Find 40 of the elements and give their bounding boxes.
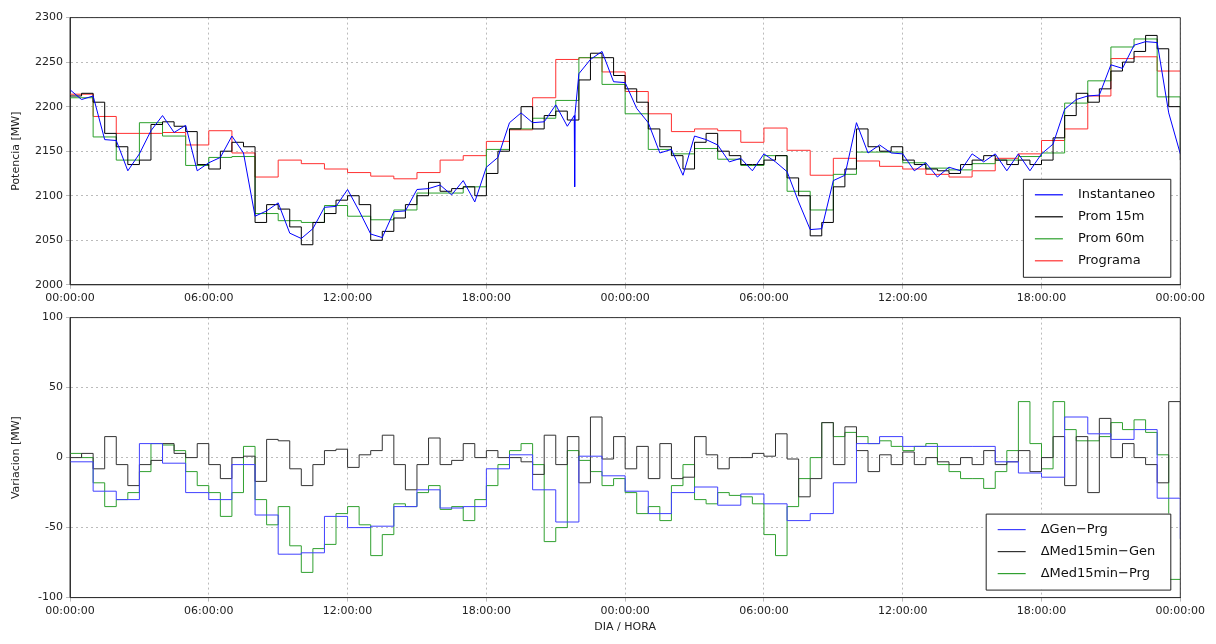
legend-label: ΔMed15min−Prg xyxy=(1040,564,1150,580)
y-tick-label: 2100 xyxy=(35,188,63,202)
y-tick-label: 2150 xyxy=(35,144,63,158)
x-tick-label: 12:00:00 xyxy=(322,604,373,618)
legend-label: Prom 60m xyxy=(1077,230,1145,246)
legend-label: Instantaneo xyxy=(1077,186,1156,202)
x-tick-label: 06:00:00 xyxy=(184,291,234,305)
x-tick-label: 00:00:00 xyxy=(600,604,650,618)
x-tick-label: 00:00:00 xyxy=(600,291,650,305)
x-tick-label: 12:00:00 xyxy=(878,604,928,618)
y-tick-label: -100 xyxy=(38,590,63,604)
x-tick-label: 00:00:00 xyxy=(45,604,95,618)
x-tick-label: 18:00:00 xyxy=(1016,604,1067,618)
x-tick-label: 06:00:00 xyxy=(739,604,789,618)
legend-label: ΔMed15min−Gen xyxy=(1040,542,1156,558)
legend-label: Programa xyxy=(1077,252,1141,268)
x-tick-label: 00:00:00 xyxy=(1155,291,1205,305)
x-tick-label: 00:00:00 xyxy=(1155,604,1205,618)
y-tick-label: 2250 xyxy=(35,54,63,68)
legend-label: ΔGen−Prg xyxy=(1040,520,1108,536)
x-tick-label: 18:00:00 xyxy=(461,291,512,305)
y-tick-label: -50 xyxy=(45,520,63,534)
y-tick-label: 100 xyxy=(42,310,63,324)
x-tick-label: 06:00:00 xyxy=(184,604,234,618)
y-tick-label: 2300 xyxy=(35,10,63,24)
x-tick-label: 18:00:00 xyxy=(1016,291,1067,305)
y-tick-label: 0 xyxy=(56,450,63,464)
x-axis-title: DIA / HORA xyxy=(594,620,657,634)
y-tick-label: 2050 xyxy=(35,233,63,247)
y-tick-label: 2000 xyxy=(35,277,63,291)
y-axis-title: Variacion [MW] xyxy=(9,416,23,500)
x-tick-label: 06:00:00 xyxy=(739,291,789,305)
x-tick-label: 18:00:00 xyxy=(461,604,512,618)
y-tick-label: 2200 xyxy=(35,99,63,113)
legend-label: Prom 15m xyxy=(1077,208,1145,224)
y-axis-title: Potencia [MW] xyxy=(9,111,23,191)
x-tick-label: 12:00:00 xyxy=(878,291,928,305)
x-tick-label: 12:00:00 xyxy=(322,291,373,305)
y-tick-label: 50 xyxy=(49,380,63,394)
x-tick-label: 00:00:00 xyxy=(45,291,95,305)
